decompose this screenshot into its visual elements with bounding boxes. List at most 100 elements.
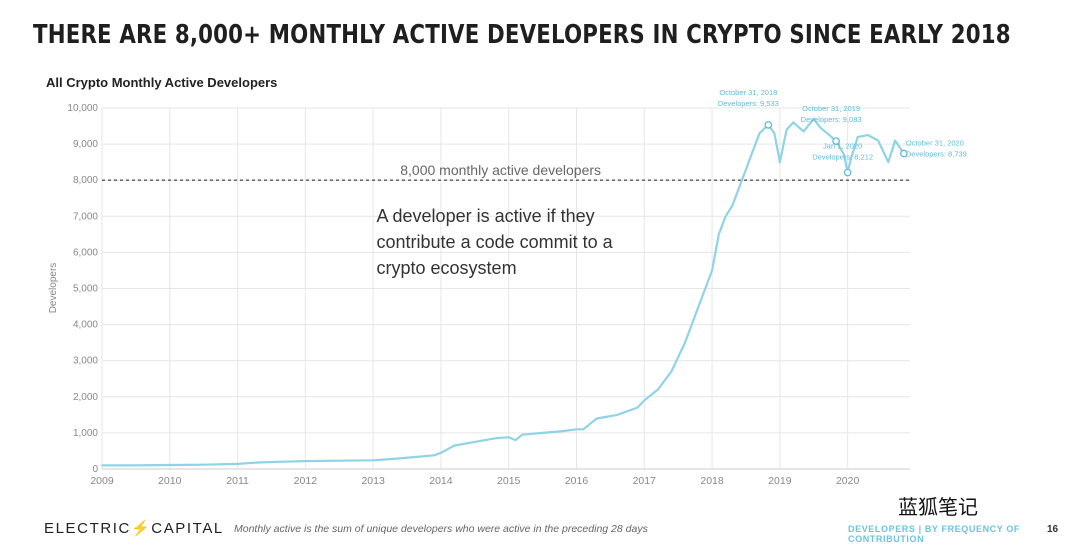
- x-tick-label: 2012: [294, 475, 318, 487]
- data-point: [711, 269, 713, 272]
- data-point: [101, 464, 103, 467]
- data-point: [877, 139, 879, 142]
- data-point: [792, 121, 795, 124]
- data-point: [643, 399, 646, 402]
- data-point: [392, 458, 395, 460]
- y-tick-label: 8,000: [73, 175, 98, 186]
- x-tick-label: 2009: [90, 475, 114, 487]
- x-tick-label: 2020: [836, 475, 860, 487]
- x-tick-label: 2015: [497, 475, 521, 487]
- data-point: [440, 451, 442, 454]
- y-tick-label: 10,000: [67, 103, 98, 114]
- data-point: [697, 305, 700, 308]
- annotation-marker: [832, 137, 840, 145]
- y-tick-label: 9,000: [73, 139, 98, 150]
- data-point: [453, 444, 456, 447]
- y-tick-label: 6,000: [73, 247, 98, 258]
- reference-line-label: 8,000 monthly active developers: [400, 162, 601, 178]
- data-point: [802, 130, 805, 133]
- annotation-date: October 31, 2018: [719, 88, 777, 97]
- data-point: [372, 459, 374, 462]
- data-point: [826, 132, 829, 135]
- data-point: [236, 463, 239, 465]
- annotation-marker: [900, 149, 908, 158]
- y-tick-label: 0: [92, 464, 98, 475]
- data-point: [521, 433, 524, 436]
- annotation-marker: [764, 121, 773, 129]
- callout-line: contribute a code commit to a: [377, 232, 614, 252]
- y-tick-label: 7,000: [73, 211, 98, 222]
- data-point: [433, 454, 435, 457]
- data-point: [277, 460, 280, 463]
- data-point: [857, 136, 859, 138]
- data-point: [413, 456, 415, 458]
- data-point: [731, 204, 734, 207]
- slide-title: THERE ARE 8,000+ MONTHLY ACTIVE DEVELOPE…: [33, 20, 1011, 50]
- data-point: [474, 441, 476, 443]
- annotation-date: Jan 1, 2020: [823, 142, 862, 151]
- data-point: [850, 157, 852, 160]
- data-point: [494, 437, 496, 440]
- callout-line: A developer is active if they: [377, 206, 595, 226]
- data-point: [745, 168, 747, 171]
- annotation-marker: [843, 168, 852, 177]
- footnote: Monthly active is the sum of unique deve…: [234, 523, 648, 535]
- data-point: [738, 186, 740, 189]
- data-point: [657, 388, 659, 391]
- y-tick-label: 5,000: [73, 284, 98, 295]
- annotation-value: Developers: 9,533: [718, 99, 779, 108]
- watermark: 蓝狐笔记: [898, 495, 978, 519]
- section-label: DEVELOPERS | BY FREQUENCY OF CONTRIBUTIO…: [848, 524, 1021, 544]
- data-point: [135, 464, 137, 467]
- x-tick-label: 2013: [361, 475, 385, 487]
- data-point: [718, 233, 720, 236]
- data-point: [887, 161, 890, 163]
- data-point: [684, 341, 686, 344]
- brand-left: ELECTRIC: [44, 520, 131, 537]
- annotation-value: Developers: 8,212: [812, 153, 873, 162]
- annotation-value: Developers: 8,739: [906, 150, 967, 159]
- y-axis-label: Developers: [48, 263, 59, 314]
- y-tick-label: 1,000: [73, 428, 98, 439]
- data-point: [758, 132, 761, 135]
- data-point: [751, 150, 754, 153]
- x-tick-label: 2016: [565, 475, 589, 487]
- annotation-date: October 31, 2019: [802, 104, 860, 113]
- x-tick-label: 2017: [633, 475, 657, 487]
- y-tick-label: 4,000: [73, 320, 98, 331]
- data-point: [514, 439, 517, 441]
- y-tick-label: 3,000: [73, 356, 98, 367]
- data-point: [202, 463, 205, 466]
- data-point: [894, 139, 896, 142]
- chart-title: All Crypto Monthly Active Developers: [46, 75, 278, 90]
- data-point: [304, 460, 307, 462]
- data-point: [562, 430, 564, 432]
- x-tick-label: 2019: [768, 475, 792, 487]
- callout-line: crypto ecosystem: [377, 258, 517, 278]
- data-point: [541, 432, 544, 434]
- annotation-value: Developers: 9,083: [801, 115, 862, 124]
- data-point: [338, 459, 341, 462]
- data-point: [168, 464, 171, 466]
- x-tick-label: 2018: [700, 475, 724, 487]
- x-tick-label: 2010: [158, 475, 182, 487]
- data-point: [257, 461, 259, 464]
- data-point: [636, 406, 639, 409]
- data-point: [812, 118, 815, 120]
- data-point: [785, 128, 788, 131]
- data-point: [596, 417, 598, 420]
- electric-capital-logo: ELECTRIC⚡CAPITAL: [44, 519, 224, 537]
- data-point: [670, 370, 673, 373]
- data-point: [843, 154, 846, 156]
- bolt-icon: ⚡: [130, 520, 152, 537]
- x-tick-label: 2014: [429, 475, 453, 487]
- data-point: [724, 215, 727, 218]
- data-point: [773, 132, 776, 135]
- data-point: [779, 161, 781, 163]
- data-point: [867, 134, 869, 136]
- data-point: [575, 428, 578, 431]
- y-tick-label: 2,000: [73, 392, 98, 403]
- brand-right: CAPITAL: [151, 520, 224, 537]
- data-point: [616, 414, 618, 416]
- x-tick-label: 2011: [226, 475, 249, 487]
